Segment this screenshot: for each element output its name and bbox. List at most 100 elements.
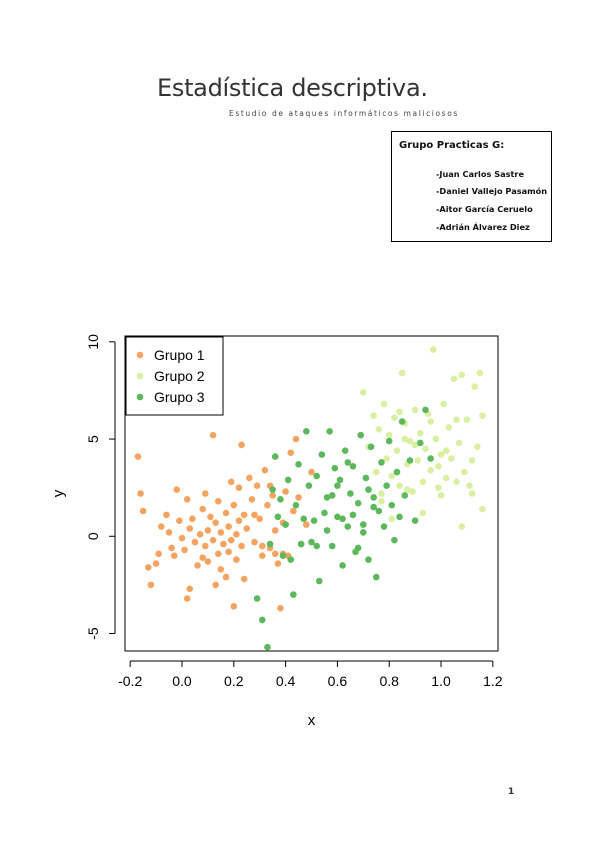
data-point-series-1 <box>209 536 217 544</box>
data-point-series-2 <box>448 455 455 462</box>
data-point-series-1 <box>191 538 199 546</box>
data-point-series-3 <box>328 542 336 550</box>
data-point-series-2 <box>414 457 422 464</box>
data-point-series-3 <box>334 513 341 521</box>
data-point-series-2 <box>432 435 440 443</box>
document-title: Estadística descriptiva. <box>157 74 428 102</box>
data-point-series-1 <box>230 602 238 610</box>
y-tick-label: 5 <box>85 435 101 443</box>
data-point-series-1 <box>251 511 258 519</box>
data-point-series-3 <box>274 513 282 521</box>
data-point-series-2 <box>442 474 450 482</box>
data-point-series-3 <box>370 494 377 501</box>
data-point-series-3 <box>349 462 357 470</box>
data-point-series-2 <box>396 408 403 416</box>
data-point-series-3 <box>391 536 398 544</box>
data-point-series-1 <box>183 595 191 602</box>
data-point-series-1 <box>220 540 227 548</box>
data-point-series-1 <box>227 478 235 486</box>
group-member: -Juan Carlos Sastre <box>436 169 525 179</box>
data-point-series-1 <box>256 515 263 523</box>
data-point-series-2 <box>442 447 450 455</box>
data-point-series-3 <box>396 513 403 521</box>
data-point-series-3 <box>344 459 352 466</box>
data-point-series-2 <box>391 414 398 421</box>
legend-marker <box>136 393 144 401</box>
data-point-series-1 <box>243 525 251 532</box>
data-point-series-1 <box>225 523 232 530</box>
data-point-series-1 <box>147 581 155 589</box>
data-point-series-2 <box>461 468 468 476</box>
data-point-series-3 <box>336 476 344 484</box>
data-point-series-1 <box>233 556 240 563</box>
data-point-series-3 <box>308 538 315 546</box>
data-point-series-1 <box>225 548 232 556</box>
data-point-series-3 <box>269 486 276 493</box>
data-point-series-3 <box>290 591 297 598</box>
data-point-series-1 <box>258 542 266 550</box>
data-point-series-3 <box>284 476 292 484</box>
data-point-series-1 <box>163 511 170 519</box>
data-point-series-1 <box>214 497 222 505</box>
data-point-series-2 <box>437 492 445 499</box>
data-point-series-2 <box>479 505 486 513</box>
data-point-series-1 <box>152 560 160 567</box>
data-point-series-3 <box>303 427 310 435</box>
x-tick-label: 0.2 <box>224 673 244 689</box>
data-point-series-3 <box>416 439 424 447</box>
data-point-series-2 <box>476 369 484 377</box>
data-point-series-2 <box>466 482 473 490</box>
scatter-chart: -0.2 0.0 0.2 0.4 0.6 0.8 1.0 1.2 -5 0 5 10 x y Grupo 1… <box>0 300 599 740</box>
data-point-series-3 <box>287 556 295 563</box>
data-point-series-1 <box>253 482 261 490</box>
data-point-series-1 <box>168 544 175 552</box>
data-point-series-1 <box>292 435 300 443</box>
data-point-series-3 <box>258 616 266 624</box>
data-point-series-1 <box>181 546 188 554</box>
data-point-series-3 <box>277 496 284 503</box>
data-point-series-3 <box>360 521 367 528</box>
data-point-series-1 <box>189 515 196 523</box>
data-point-series-1 <box>186 525 194 532</box>
data-point-series-3 <box>411 517 419 525</box>
data-point-series-3 <box>341 447 349 455</box>
data-point-series-1 <box>134 453 142 460</box>
data-point-series-1 <box>173 486 181 493</box>
data-point-series-3 <box>349 511 357 519</box>
data-point-series-1 <box>201 542 209 550</box>
data-point-series-1 <box>246 474 253 482</box>
data-point-series-3 <box>378 459 385 466</box>
data-point-series-2 <box>411 441 419 449</box>
data-point-series-1 <box>204 527 212 534</box>
data-point-series-3 <box>354 499 362 507</box>
data-point-series-3 <box>313 472 320 480</box>
data-point-series-1 <box>287 449 295 456</box>
data-point-series-3 <box>295 461 302 468</box>
data-point-series-2 <box>453 416 460 423</box>
data-point-series-1 <box>233 531 240 538</box>
data-point-series-2 <box>427 466 434 474</box>
data-point-series-3 <box>300 515 308 523</box>
data-point-series-1 <box>264 501 271 509</box>
data-point-series-2 <box>419 478 427 486</box>
data-point-series-3 <box>331 464 339 472</box>
data-point-series-2 <box>406 437 414 445</box>
plot-area-frame <box>124 335 499 652</box>
data-point-series-2 <box>435 462 442 470</box>
data-point-series-2 <box>401 435 409 443</box>
data-point-series-2 <box>385 431 393 439</box>
data-point-series-1 <box>227 536 235 544</box>
data-point-series-3 <box>365 556 372 563</box>
data-point-series-1 <box>240 575 248 583</box>
data-point-series-3 <box>388 501 396 509</box>
data-point-series-3 <box>279 552 287 560</box>
data-point-series-2 <box>458 523 466 530</box>
data-point-series-3 <box>354 544 362 552</box>
data-point-series-2 <box>378 490 385 497</box>
data-point-series-3 <box>264 643 271 651</box>
data-point-series-1 <box>235 517 243 525</box>
data-point-series-3 <box>339 562 346 569</box>
x-tick-label: 1.0 <box>431 673 451 689</box>
data-point-series-2 <box>429 346 437 353</box>
data-point-series-3 <box>372 573 380 581</box>
